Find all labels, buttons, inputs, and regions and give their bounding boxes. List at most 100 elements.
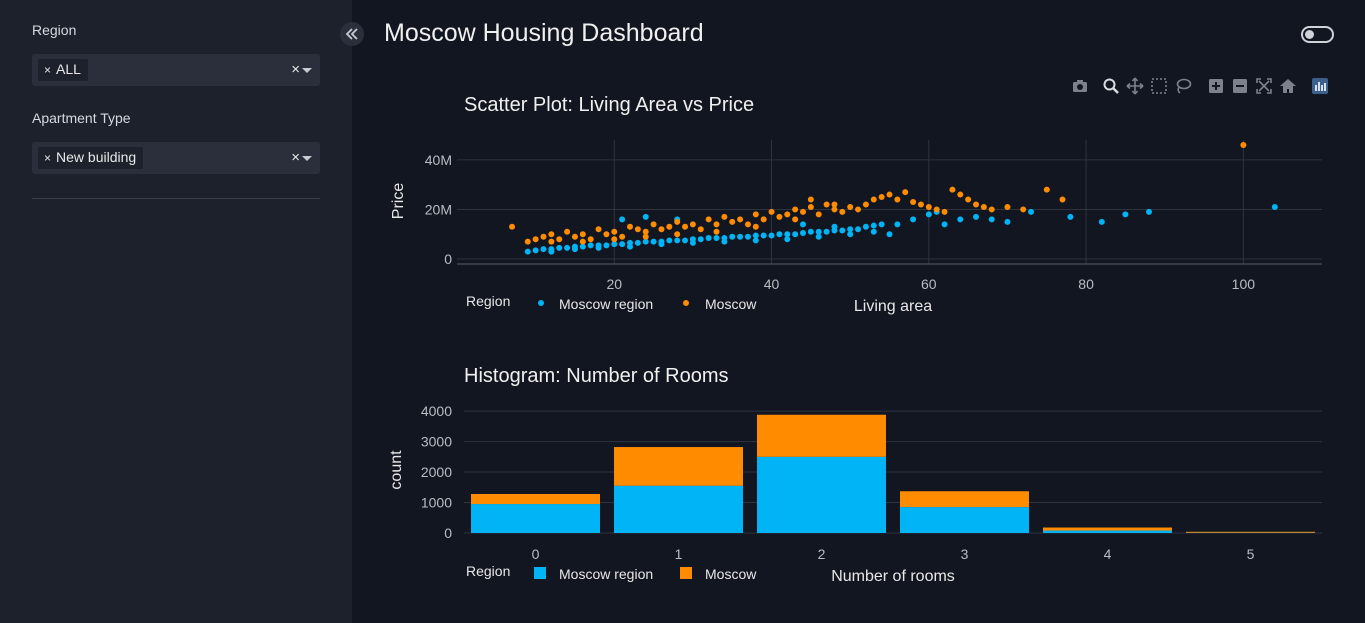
reset-axes-icon[interactable] bbox=[1278, 76, 1298, 96]
scatter-point bbox=[540, 233, 547, 240]
legend-entry-moscow[interactable]: Moscow bbox=[705, 296, 757, 312]
legend-marker-moscow-region[interactable] bbox=[534, 567, 546, 579]
scatter-point bbox=[752, 237, 759, 244]
scatter-point bbox=[689, 236, 696, 243]
scatter-point bbox=[532, 236, 539, 243]
y-tick-label: 20M bbox=[425, 201, 452, 217]
scatter-point bbox=[564, 228, 571, 235]
y-axis-label: Price bbox=[390, 183, 407, 220]
scatter-point bbox=[886, 191, 893, 198]
scatter-point bbox=[847, 226, 854, 233]
collapse-sidebar-button[interactable] bbox=[340, 22, 364, 46]
scatter-point bbox=[619, 216, 626, 223]
legend-entry-moscow-region[interactable]: Moscow region bbox=[559, 296, 653, 312]
chip-remove-icon[interactable]: × bbox=[44, 151, 52, 165]
box-select-icon[interactable] bbox=[1149, 76, 1169, 96]
scatter-point bbox=[831, 227, 838, 234]
x-tick-label: 100 bbox=[1232, 276, 1256, 292]
scatter-point bbox=[1020, 206, 1027, 213]
scatter-point bbox=[509, 223, 516, 230]
scatter-point bbox=[721, 238, 728, 245]
apartment-type-select[interactable]: × New building × bbox=[32, 142, 320, 174]
scatter-point bbox=[792, 206, 799, 213]
camera-icon[interactable] bbox=[1070, 76, 1090, 96]
zoom-in-icon[interactable] bbox=[1206, 76, 1226, 96]
scatter-point bbox=[917, 201, 924, 208]
apartment-type-filter-label: Apartment Type bbox=[32, 110, 131, 126]
scatter-point bbox=[902, 189, 909, 196]
legend-entry-moscow[interactable]: Moscow bbox=[705, 566, 757, 582]
histogram-bar bbox=[471, 504, 600, 533]
scatter-point bbox=[878, 221, 885, 228]
scatter-point bbox=[870, 228, 877, 235]
scatter-point bbox=[650, 238, 657, 245]
zoom-icon[interactable] bbox=[1101, 76, 1121, 96]
legend-entry-moscow-region[interactable]: Moscow region bbox=[559, 566, 653, 582]
scatter-point bbox=[595, 226, 602, 233]
legend-marker-moscow-region[interactable] bbox=[538, 300, 544, 306]
scatter-point bbox=[815, 211, 822, 218]
scatter-point bbox=[855, 206, 862, 213]
autoscale-icon[interactable] bbox=[1254, 76, 1274, 96]
legend-marker-moscow[interactable] bbox=[683, 300, 689, 306]
histogram-bar bbox=[1186, 531, 1315, 533]
scatter-point bbox=[713, 221, 720, 228]
scatter-point bbox=[752, 211, 759, 218]
scatter-point bbox=[540, 246, 547, 253]
scatter-point bbox=[949, 186, 956, 193]
scatter-point bbox=[713, 228, 720, 235]
scatter-point bbox=[1122, 211, 1129, 218]
scatter-point bbox=[689, 221, 696, 228]
scatter-point bbox=[752, 223, 759, 230]
zoom-out-icon[interactable] bbox=[1230, 76, 1250, 96]
scatter-point bbox=[705, 216, 712, 223]
clear-icon[interactable]: × bbox=[291, 149, 300, 166]
scatter-point bbox=[666, 223, 673, 230]
scatter-point bbox=[682, 237, 689, 244]
chip-remove-icon[interactable]: × bbox=[44, 63, 52, 77]
histogram-bar bbox=[614, 447, 743, 486]
scatter-point bbox=[587, 236, 594, 243]
scatter-point bbox=[571, 246, 578, 253]
scatter-point bbox=[815, 228, 822, 235]
clear-icon[interactable]: × bbox=[291, 61, 300, 78]
legend-title: Region bbox=[466, 293, 510, 309]
scatter-point bbox=[619, 241, 626, 248]
x-tick-label: 40 bbox=[764, 276, 780, 292]
pan-icon[interactable] bbox=[1125, 76, 1145, 96]
scatter-point bbox=[847, 231, 854, 238]
lasso-select-icon[interactable] bbox=[1173, 76, 1193, 96]
scatter-point bbox=[847, 203, 854, 210]
scatter-point bbox=[611, 228, 618, 235]
plotly-logo-icon[interactable] bbox=[1310, 76, 1330, 96]
double-chevron-left-icon bbox=[345, 28, 358, 40]
scatter-point bbox=[839, 208, 846, 215]
scatter-point bbox=[642, 233, 649, 240]
scatter-point bbox=[815, 233, 822, 240]
scatter-point bbox=[619, 233, 626, 240]
scatter-point bbox=[579, 238, 586, 245]
scatter-point bbox=[1059, 196, 1066, 203]
scatter-point bbox=[674, 218, 681, 225]
scatter-point bbox=[642, 213, 649, 220]
scatter-point bbox=[894, 196, 901, 203]
chevron-down-icon[interactable] bbox=[302, 68, 312, 73]
scatter-point bbox=[603, 242, 610, 249]
legend-marker-moscow[interactable] bbox=[680, 567, 692, 579]
scatter-point bbox=[957, 216, 964, 223]
region-chip-all[interactable]: × ALL bbox=[38, 59, 88, 81]
scatter-point bbox=[941, 221, 948, 228]
x-axis-label: Living area bbox=[854, 298, 932, 315]
x-tick-label: 80 bbox=[1078, 276, 1094, 292]
region-select[interactable]: × ALL × bbox=[32, 54, 320, 86]
apartment-type-chip-new-building[interactable]: × New building bbox=[38, 147, 144, 169]
x-tick-label: 3 bbox=[961, 546, 969, 562]
chip-label: ALL bbox=[56, 61, 81, 77]
chevron-down-icon[interactable] bbox=[302, 156, 312, 161]
scatter-point bbox=[658, 241, 665, 248]
scatter-point bbox=[658, 226, 665, 233]
scatter-point bbox=[548, 246, 555, 253]
theme-toggle[interactable] bbox=[1301, 26, 1334, 43]
x-tick-label: 60 bbox=[921, 276, 937, 292]
scatter-point bbox=[611, 236, 618, 243]
